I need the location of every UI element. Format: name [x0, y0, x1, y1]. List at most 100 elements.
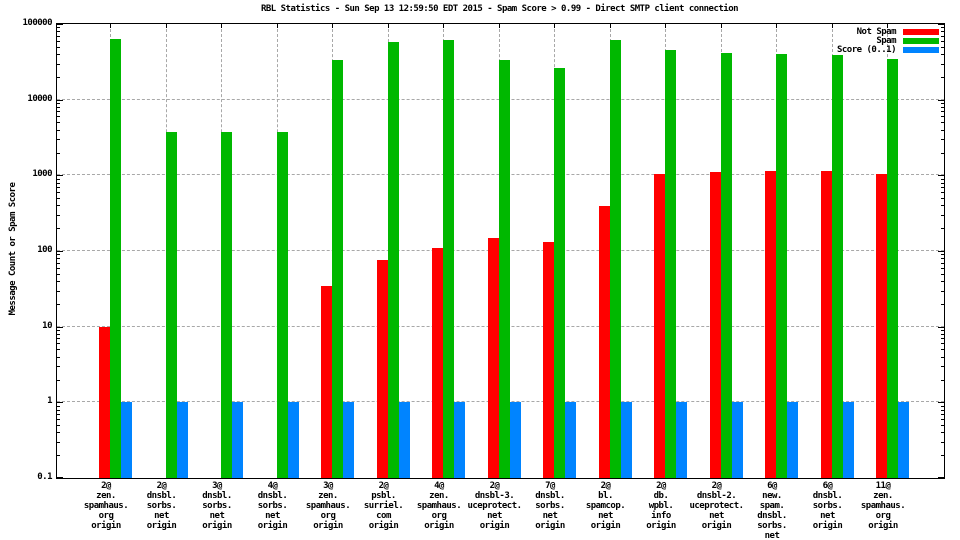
y-minor-tick	[941, 349, 944, 351]
x-tick-label: 3@ zen. spamhaus. org origin	[305, 481, 351, 531]
x-tick	[221, 24, 222, 28]
y-minor-tick	[941, 258, 944, 260]
x-tick-label: 4@ dnsbl. sorbs. net origin	[257, 481, 288, 531]
bar-spam	[110, 38, 121, 478]
bar-spam	[554, 68, 565, 478]
y-minor-tick	[941, 182, 944, 184]
y-minor-tick	[57, 63, 60, 65]
y-minor-tick	[941, 338, 944, 340]
y-minor-tick	[57, 139, 60, 141]
bar-not-spam	[321, 285, 332, 478]
y-minor-tick	[57, 441, 60, 443]
y-minor-tick	[57, 432, 60, 434]
x-tick-label: 2@ bl. spamcop. net origin	[585, 481, 626, 531]
y-minor-tick	[941, 129, 944, 131]
bar-score-0-1	[121, 402, 132, 478]
legend-swatch-not-spam	[903, 28, 939, 35]
x-tick	[609, 24, 611, 28]
y-minor-tick	[57, 31, 60, 33]
x-tick	[887, 24, 888, 28]
y-minor-tick	[941, 205, 944, 207]
bar-spam	[665, 50, 676, 478]
bar-spam	[498, 60, 510, 478]
y-minor-tick	[941, 46, 944, 48]
y-minor-tick	[941, 366, 944, 368]
y-minor-tick	[57, 54, 60, 56]
y-minor-tick	[941, 262, 944, 264]
bar-not-spam	[820, 170, 832, 478]
y-tick-label: 10000	[27, 93, 52, 104]
y-minor-tick	[941, 455, 944, 457]
y-major-tick	[938, 477, 944, 478]
x-tick-label: 4@ zen. spamhaus. org origin	[416, 481, 462, 531]
y-minor-tick	[941, 254, 944, 256]
bar-not-spam	[543, 242, 554, 478]
x-tick-label: 2@ dnsbl. sorbs. net origin	[146, 481, 177, 531]
y-minor-tick	[57, 425, 60, 427]
bar-score-0-1	[565, 402, 576, 478]
y-minor-tick	[57, 192, 60, 194]
y-minor-tick	[941, 432, 944, 434]
y-major-tick	[57, 477, 63, 478]
y-minor-tick	[941, 27, 944, 29]
y-minor-tick	[941, 187, 944, 189]
y-minor-tick	[57, 349, 60, 351]
bar-not-spam	[487, 237, 499, 478]
y-minor-tick	[57, 419, 60, 421]
y-minor-tick	[57, 343, 60, 345]
x-tick	[665, 24, 666, 28]
y-minor-tick	[941, 31, 944, 33]
y-minor-tick	[57, 152, 60, 154]
y-minor-tick	[941, 290, 944, 292]
y-minor-tick	[57, 76, 60, 78]
y-tick-label: 10	[42, 320, 52, 331]
y-major-tick	[57, 402, 63, 404]
y-minor-tick	[941, 414, 944, 416]
y-minor-tick	[57, 366, 60, 368]
y-minor-tick	[941, 273, 944, 275]
bar-score-0-1	[676, 402, 687, 478]
bar-not-spam	[598, 206, 610, 478]
y-minor-tick	[941, 122, 944, 124]
legend-label: Not Spam	[856, 26, 897, 37]
x-tick	[165, 24, 167, 28]
chart-title: RBL Statistics - Sun Sep 13 12:59:50 EDT…	[260, 4, 739, 14]
x-tick	[387, 24, 389, 28]
y-minor-tick	[57, 338, 60, 340]
y-minor-tick	[57, 27, 60, 29]
x-tick-label: 2@ db. wpbl. info origin	[646, 481, 676, 531]
y-minor-tick	[57, 40, 60, 42]
y-minor-tick	[941, 379, 944, 381]
bar-spam	[165, 132, 177, 478]
y-major-tick	[938, 251, 944, 252]
y-minor-tick	[941, 441, 944, 443]
y-minor-tick	[941, 343, 944, 345]
bar-score-0-1	[898, 402, 909, 478]
y-minor-tick	[941, 152, 944, 154]
x-tick	[443, 24, 444, 28]
y-minor-tick	[941, 111, 944, 113]
legend-label: Score (0..1)	[836, 44, 897, 55]
y-minor-tick	[941, 178, 944, 180]
y-minor-tick	[57, 198, 60, 200]
y-minor-tick	[57, 356, 60, 358]
y-major-tick	[938, 175, 944, 177]
x-tick-label: 2@ dnsbl-3. uceprotect. net origin	[467, 481, 522, 531]
y-minor-tick	[57, 111, 60, 113]
bar-spam	[332, 60, 343, 478]
legend: Not Spam Spam Score (0..1)	[836, 26, 939, 55]
y-minor-tick	[57, 455, 60, 457]
y-minor-tick	[941, 228, 944, 230]
y-tick-label: 100000	[22, 18, 52, 28]
y-minor-tick	[57, 178, 60, 180]
y-minor-tick	[57, 262, 60, 264]
y-major-tick	[938, 99, 944, 101]
y-tick-label: 100	[37, 245, 52, 255]
x-tick-label: 6@ dnsbl. sorbs. net origin	[812, 481, 843, 531]
y-minor-tick	[57, 35, 60, 37]
y-major-tick	[57, 99, 63, 101]
y-major-tick	[938, 24, 944, 25]
y-minor-tick	[941, 281, 944, 283]
